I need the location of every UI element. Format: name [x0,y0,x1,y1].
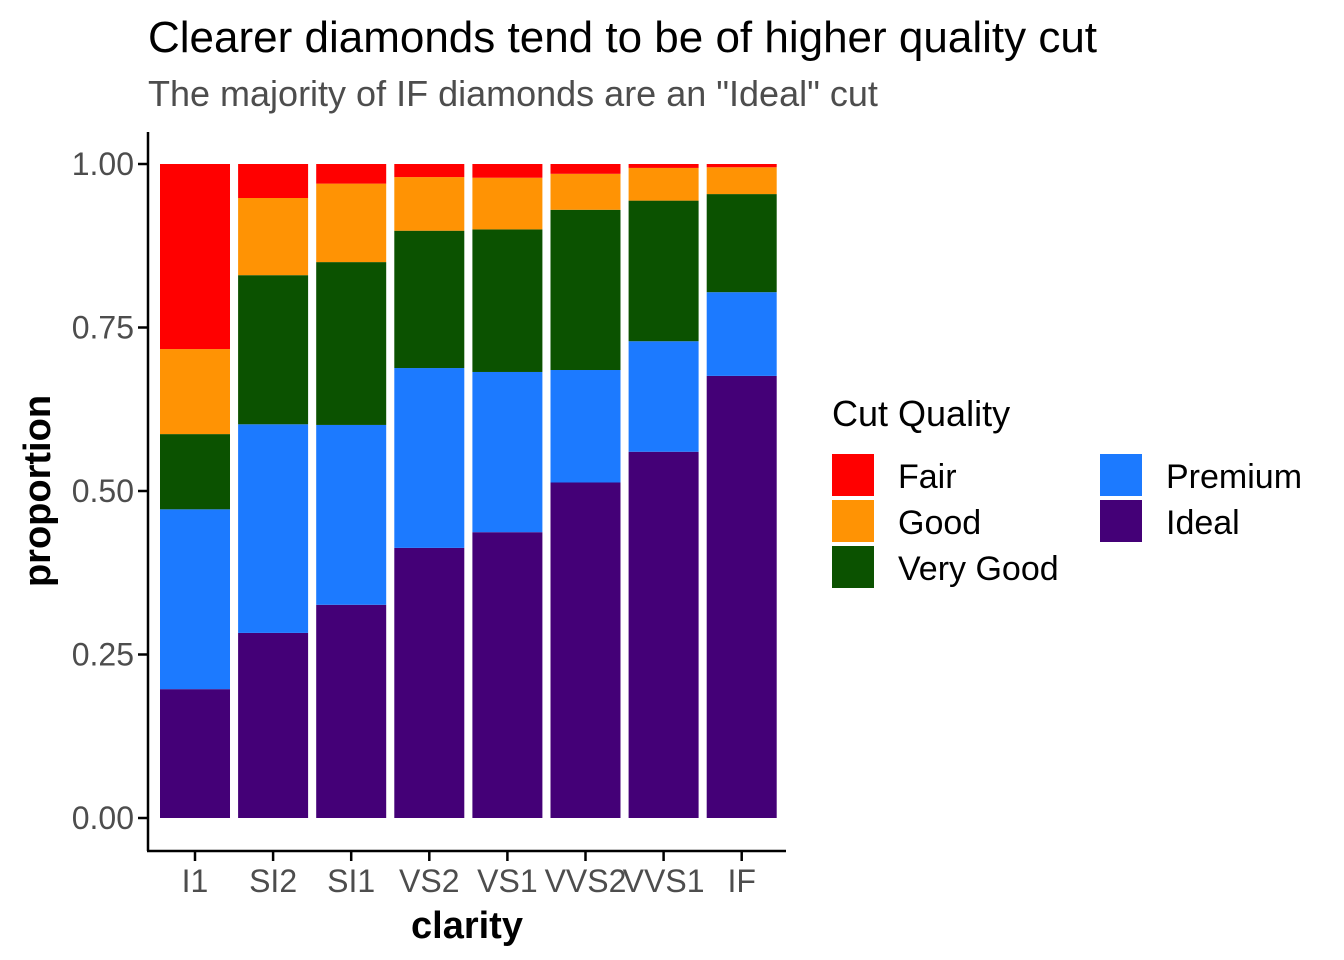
bar-if-ideal [706,375,777,818]
legend-label: Very Good [898,550,1059,588]
bar-if-very-good [706,194,777,293]
bar-vs2-very-good [394,230,465,369]
bar-si2-premium [238,424,309,633]
bar-if-fair [706,164,777,168]
bar-i1-very-good [160,434,230,510]
bar-vs1-good [472,177,543,230]
bar-si1-good [316,183,387,263]
bar-vvs2-very-good [550,209,621,371]
bar-vs1-very-good [472,229,543,372]
x-tick-label: VS2 [399,863,459,899]
bar-if-premium [706,292,777,376]
legend-label: Fair [898,458,957,496]
legend-label: Good [898,504,981,542]
x-tick-label: VS1 [477,863,537,899]
bar-vvs1-premium [628,341,699,452]
bar-vs2-fair [394,164,465,178]
bar-si1-premium [316,424,387,605]
bar-si2-very-good [238,275,309,425]
y-tick-label: 0.50 [72,473,134,509]
legend-label: Premium [1166,458,1302,496]
bar-vs2-good [394,177,465,231]
bar-i1-premium [160,509,230,690]
bar-vvs1-fair [628,164,699,168]
bar-vs2-premium [394,368,465,548]
bar-if-good [706,167,777,195]
x-tick-label: IF [727,863,755,899]
bar-si1-very-good [316,262,387,425]
bar-vs1-ideal [472,532,543,818]
x-tick-label: SI2 [249,863,297,899]
x-tick-label: SI1 [327,863,375,899]
bar-vvs2-fair [550,164,621,174]
chart-subtitle: The majority of IF diamonds are an "Idea… [148,73,878,114]
bar-si2-good [238,198,309,276]
x-tick-label: VVS1 [623,863,705,899]
y-axis-title: proportion [17,395,59,587]
legend-key-very-good [832,546,874,588]
bar-i1-fair [160,164,230,350]
legend-key-premium [1100,454,1142,496]
x-tick-label: VVS2 [545,863,627,899]
legend-key-ideal [1100,500,1142,542]
y-tick-label: 0.25 [72,637,134,673]
bar-vs1-fair [472,164,543,178]
chart-title: Clearer diamonds tend to be of higher qu… [148,13,1097,62]
bars [160,164,777,818]
x-tick-label: I1 [182,863,209,899]
bar-vvs1-ideal [628,451,699,818]
y-tick-label: 0.75 [72,310,134,346]
legend-key-fair [832,454,874,496]
bar-vvs2-ideal [550,482,621,818]
bar-i1-good [160,349,230,435]
y-tick-label: 1.00 [72,146,134,182]
legend: Cut Quality Fair Good Very Good Premium Idea… [832,393,1302,588]
bar-vs1-premium [472,371,543,533]
y-axis: 0.00 0.25 0.50 0.75 1.00 [72,146,148,836]
bar-si2-fair [238,164,309,199]
bar-vs2-ideal [394,547,465,818]
y-tick-label: 0.00 [72,800,134,836]
legend-key-good [832,500,874,542]
bar-si1-ideal [316,604,387,818]
x-axis-title: clarity [411,905,523,947]
bar-vvs2-good [550,173,621,210]
bar-si1-fair [316,164,387,184]
bar-vvs1-good [628,167,699,201]
bar-vvs2-premium [550,370,621,483]
bar-vvs1-very-good [628,200,699,342]
legend-title: Cut Quality [832,393,1010,434]
bar-si2-ideal [238,632,309,818]
bar-i1-ideal [160,689,230,818]
legend-label: Ideal [1166,504,1240,542]
